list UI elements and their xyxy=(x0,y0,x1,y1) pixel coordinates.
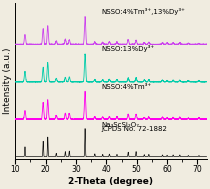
Text: NSSO:4%Tm³⁺: NSSO:4%Tm³⁺ xyxy=(102,84,152,90)
Text: Na₃ScSi₂O₇: Na₃ScSi₂O₇ xyxy=(102,122,140,128)
X-axis label: 2-Theta (degree): 2-Theta (degree) xyxy=(68,177,153,186)
Text: NSSO:13%Dy³⁺: NSSO:13%Dy³⁺ xyxy=(102,45,155,52)
Text: NSSO:4%Tm³⁺,13%Dy³⁺: NSSO:4%Tm³⁺,13%Dy³⁺ xyxy=(102,8,186,15)
Y-axis label: Intensity (a.u.): Intensity (a.u.) xyxy=(4,48,12,114)
Text: JCPDS No. 72-1882: JCPDS No. 72-1882 xyxy=(102,126,168,132)
